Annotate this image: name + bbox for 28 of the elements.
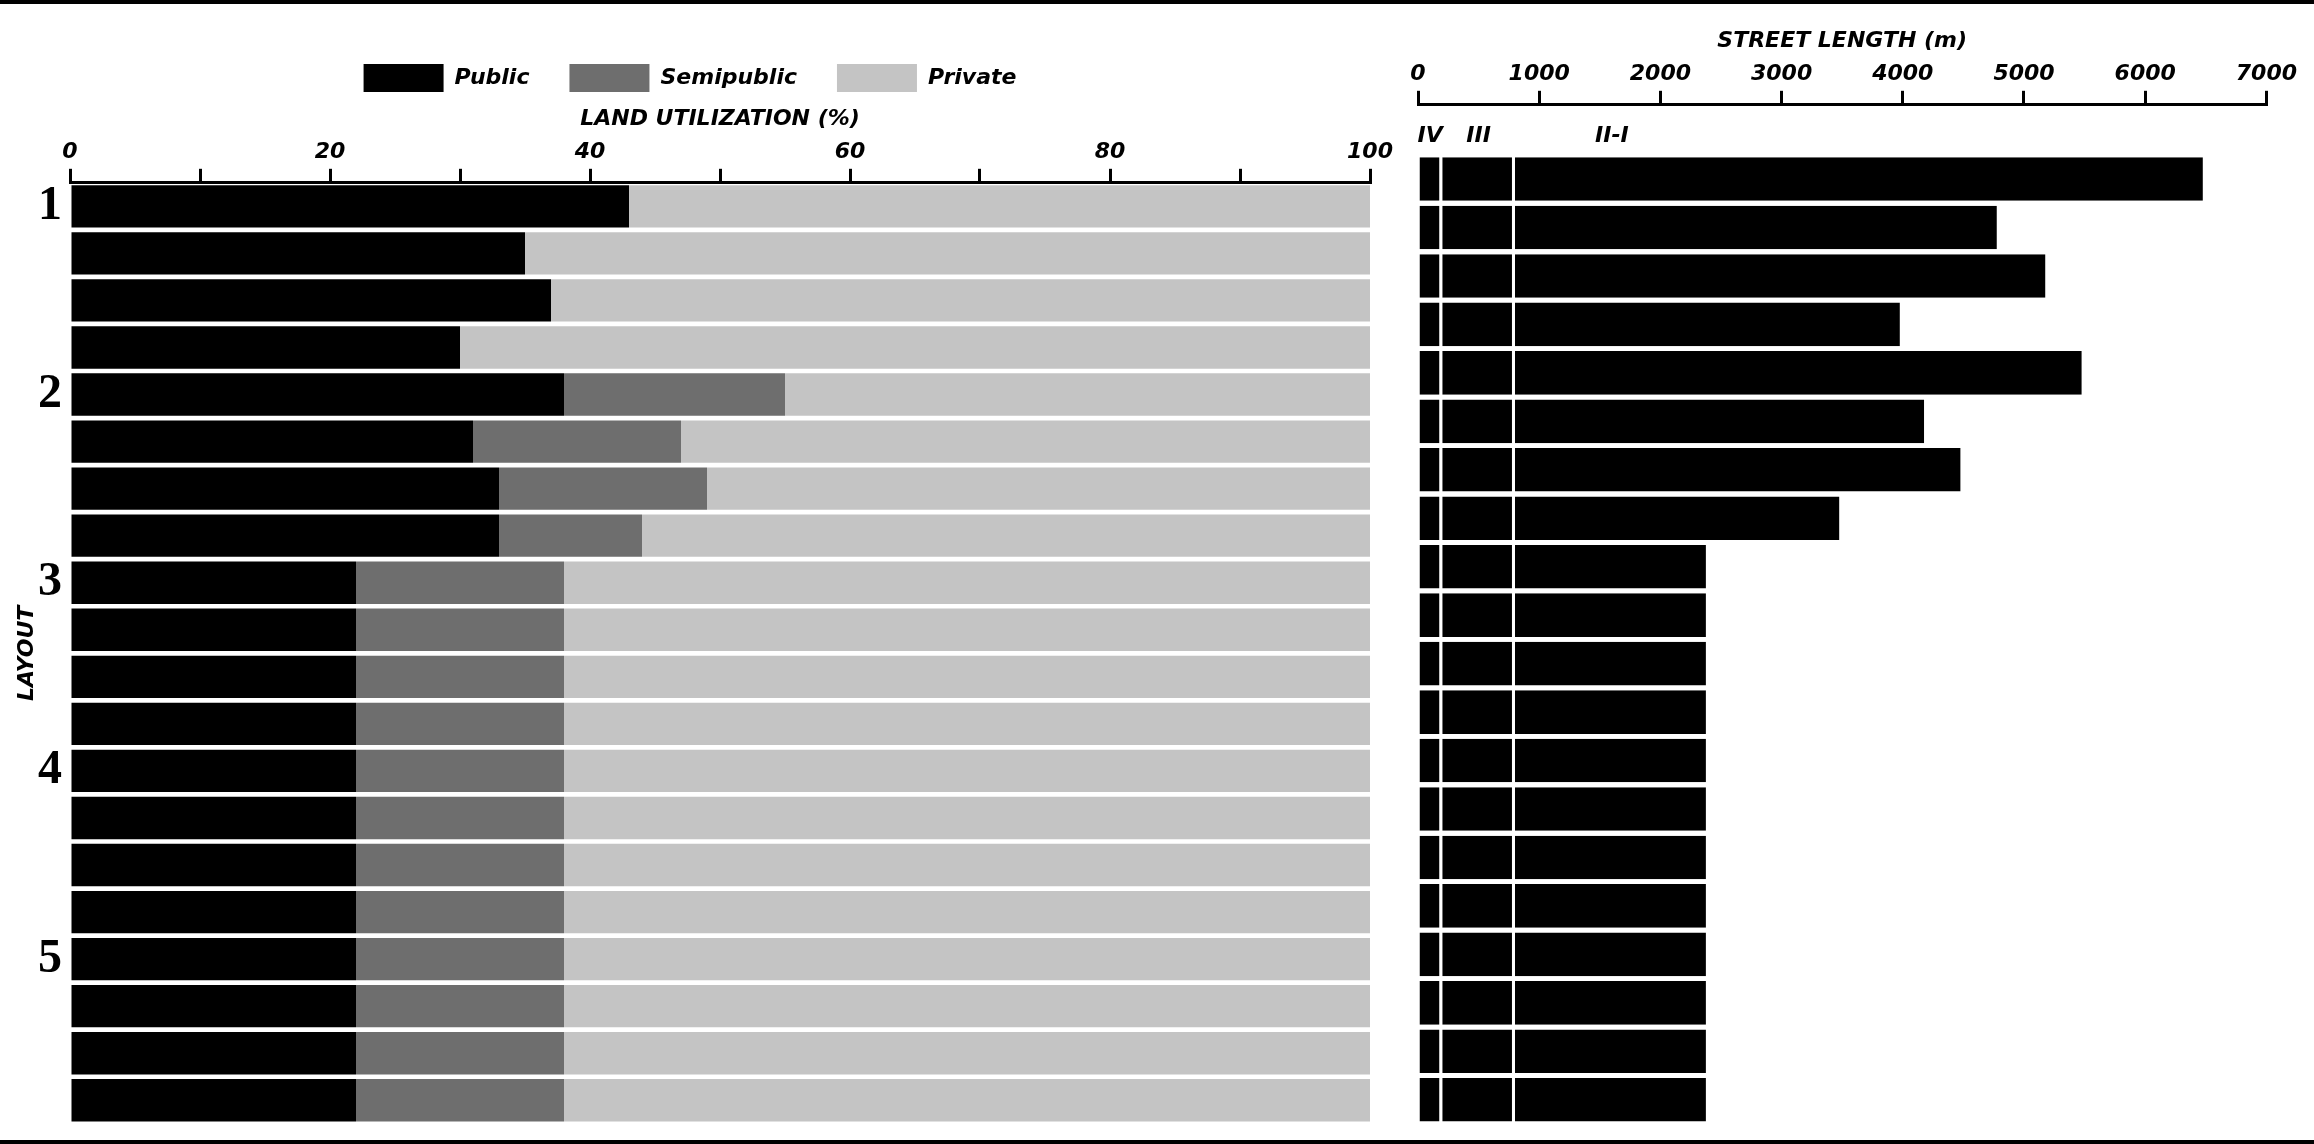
x-tick-label: 7000: [2235, 60, 2297, 86]
y-tick-label: 4: [38, 740, 62, 794]
y-tick-label: 1: [38, 175, 62, 229]
x-tick-label: 2000: [1629, 60, 1692, 86]
x-axis-title: STREET LENGTH (m): [1717, 26, 1968, 52]
y-axis-title: LAYOUT: [12, 603, 38, 701]
x-tick-label: 4000: [1871, 60, 1934, 86]
y-tick-label: 3: [38, 552, 62, 606]
y-tick-label: 2: [38, 363, 62, 417]
legend-label: Public: [454, 63, 530, 89]
series-label: IV: [1417, 121, 1445, 147]
legend-label: Private: [927, 63, 1017, 89]
x-tick-label: 0: [62, 138, 78, 164]
y-tick-label: 5: [38, 928, 62, 982]
x-tick-label: 20: [314, 138, 346, 164]
x-tick-label: 80: [1094, 138, 1126, 164]
x-tick-label: 1000: [1508, 60, 1570, 86]
legend-label: Semipublic: [660, 63, 797, 89]
x-tick-label: 6000: [2114, 60, 2176, 86]
x-tick-label: 40: [573, 138, 606, 164]
x-tick-label: 3000: [1750, 60, 1813, 86]
x-tick-label: 60: [834, 138, 866, 164]
x-axis-title: LAND UTILIZATION (%): [580, 104, 860, 130]
x-tick-label: 100: [1347, 138, 1393, 164]
x-tick-label: 0: [1410, 60, 1426, 86]
series-label: II-I: [1595, 121, 1629, 147]
series-label: III: [1466, 121, 1491, 147]
x-tick-label: 5000: [1993, 60, 2055, 86]
